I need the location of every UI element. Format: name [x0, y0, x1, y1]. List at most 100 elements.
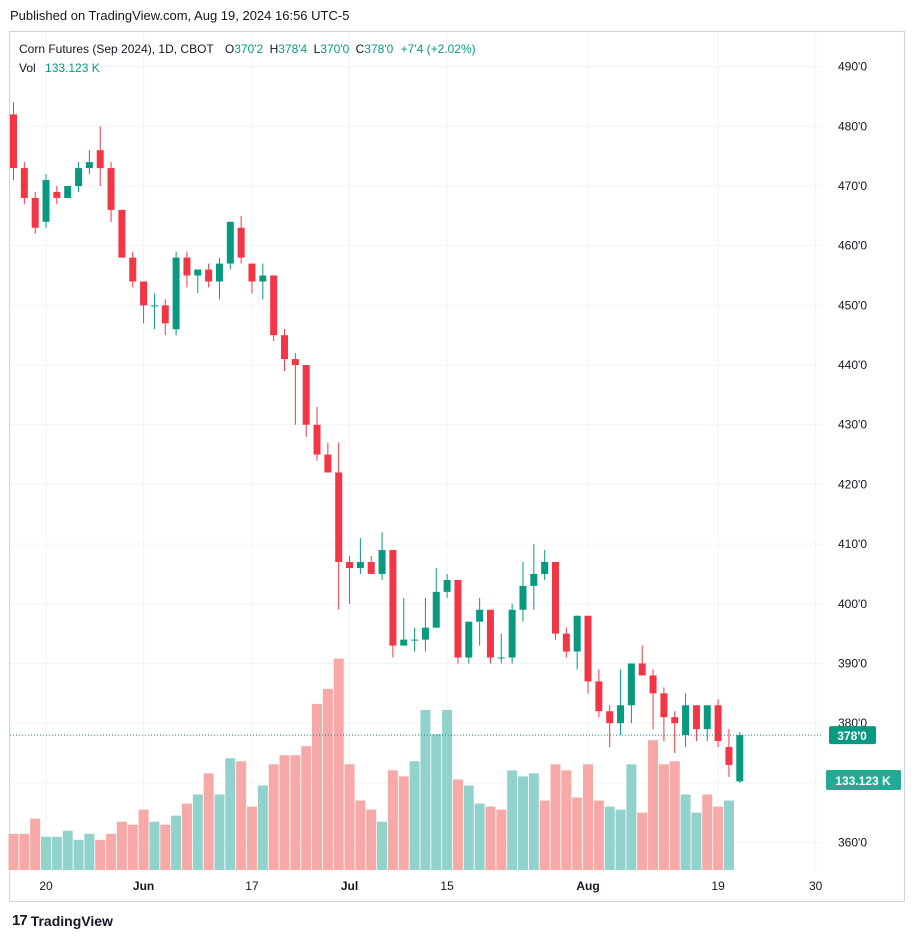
candle-body	[649, 675, 657, 694]
candle	[53, 185, 61, 204]
candle-body	[432, 591, 440, 628]
candle	[421, 597, 429, 652]
candle-body	[129, 257, 137, 282]
time-tick-label: Aug	[576, 879, 599, 893]
volume-bar	[279, 755, 290, 870]
time-tick-label: 17	[245, 879, 259, 893]
volume-bar	[171, 815, 182, 870]
symbol-title: Corn Futures (Sep 2024), 1D, CBOT	[19, 42, 214, 56]
candle-body	[595, 681, 603, 712]
candle-body	[736, 735, 744, 782]
candle	[270, 275, 278, 342]
candle-body	[584, 615, 592, 682]
volume-bar	[517, 776, 528, 870]
volume-bar	[431, 734, 442, 870]
candle	[183, 251, 191, 288]
volume-bar	[658, 764, 669, 870]
candle	[508, 603, 516, 664]
time-tick-label: 30	[809, 879, 823, 893]
candlesticks	[10, 102, 744, 783]
volume-bar	[160, 824, 171, 870]
candle-body	[660, 693, 668, 718]
candle-body	[519, 585, 527, 610]
volume-bar	[626, 764, 637, 870]
volume-bar	[95, 839, 106, 870]
volume-bar	[192, 794, 203, 870]
candle-body	[617, 705, 625, 724]
volume-bar	[702, 794, 713, 870]
candle	[638, 645, 646, 676]
price-tick-label: 420'0	[838, 477, 867, 491]
candle	[465, 621, 473, 664]
volume-bar	[442, 709, 453, 870]
candle-body	[281, 335, 288, 360]
candle	[617, 669, 625, 736]
low-value: 370'0	[320, 42, 350, 56]
candle-body	[638, 663, 646, 676]
candle-body	[465, 621, 473, 658]
volume-bar	[322, 688, 333, 870]
price-tick-label: 440'0	[838, 358, 867, 372]
volume-bar	[268, 764, 279, 870]
volume-bar	[474, 803, 485, 870]
candle-body	[367, 562, 375, 574]
volume-bar	[106, 833, 117, 870]
candle-body	[172, 257, 180, 330]
volume-bar	[127, 824, 138, 870]
volume-bar	[691, 812, 702, 870]
volume-bar	[290, 755, 301, 870]
candle-body	[335, 472, 343, 563]
volume-bar	[344, 764, 355, 870]
price-axis: 490'0 480'0 470'0 460'0 450'0 440'0 430'0 420'0…	[838, 60, 867, 850]
candle	[10, 102, 17, 181]
time-tick-label: 19	[711, 879, 725, 893]
candle	[302, 365, 310, 437]
time-tick-label: Jul	[341, 879, 358, 893]
candle	[107, 162, 115, 222]
volume-bar	[62, 830, 73, 870]
candle-body	[508, 609, 516, 658]
volume-bar	[19, 833, 30, 870]
time-tick-label: Jun	[133, 879, 154, 893]
volume-badge-text: 133.123 K	[835, 774, 891, 788]
grid-lines	[10, 32, 822, 870]
candle	[562, 627, 570, 658]
candle	[692, 705, 700, 742]
candle	[259, 263, 267, 300]
volume-bar	[669, 761, 680, 870]
volume-bar	[420, 709, 431, 870]
chart-frame[interactable]	[9, 31, 905, 902]
candle	[281, 329, 288, 372]
volume-bar	[615, 809, 626, 870]
candle-body	[161, 305, 169, 324]
volume-bar	[73, 839, 84, 870]
volume-bar	[8, 833, 19, 870]
candle	[324, 442, 332, 473]
volume-bar	[181, 803, 192, 870]
candle	[584, 615, 592, 694]
candle-body	[606, 711, 614, 724]
candle-body	[682, 705, 690, 736]
change-value: +7'4 (+2.02%)	[400, 42, 476, 56]
candle-body	[270, 275, 278, 336]
volume-bar	[387, 770, 398, 870]
price-tick-label: 490'0	[838, 60, 867, 74]
candle-body	[150, 305, 158, 307]
candle-body	[497, 657, 505, 659]
candle	[606, 705, 614, 748]
price-tick-label: 410'0	[838, 537, 867, 551]
footer-brand[interactable]: 17 TradingView	[12, 912, 113, 929]
time-tick-label: 20	[39, 879, 53, 893]
volume-bar	[604, 806, 615, 870]
price-tick-label: 480'0	[838, 119, 867, 133]
candle-body	[552, 562, 559, 634]
close-value: 378'0	[364, 42, 394, 56]
volume-bar	[680, 794, 691, 870]
candle	[85, 150, 93, 175]
candle	[346, 556, 354, 604]
volume-bar	[723, 800, 734, 870]
volume-bar	[572, 797, 583, 870]
candle	[486, 609, 494, 664]
candle	[64, 185, 72, 198]
